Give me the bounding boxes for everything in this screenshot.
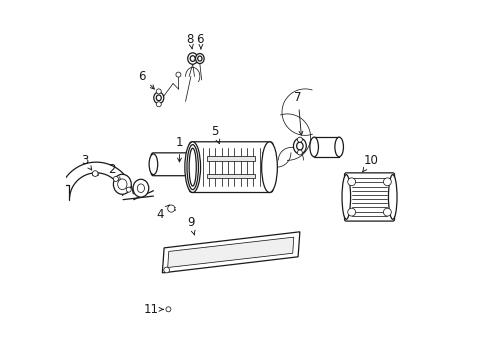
Ellipse shape [190,154,198,175]
Text: 6: 6 [196,33,203,46]
Circle shape [126,187,131,192]
Text: 6: 6 [138,70,154,89]
Ellipse shape [293,138,305,154]
Circle shape [383,208,390,216]
Ellipse shape [197,56,202,61]
Ellipse shape [113,174,131,194]
Text: 10: 10 [362,154,378,172]
Ellipse shape [261,142,277,193]
Ellipse shape [118,179,127,190]
Ellipse shape [195,54,203,64]
Ellipse shape [334,137,343,157]
Circle shape [383,178,390,186]
Ellipse shape [341,175,350,219]
FancyBboxPatch shape [189,142,272,193]
Polygon shape [162,232,299,273]
Bar [206,174,255,178]
Ellipse shape [156,95,161,101]
Circle shape [165,307,171,312]
Text: 1: 1 [175,136,183,162]
Text: 4: 4 [157,205,169,221]
Text: 5: 5 [211,125,219,144]
Text: 7: 7 [294,91,302,135]
Circle shape [113,176,118,181]
Circle shape [167,205,175,212]
Bar [313,137,339,157]
Circle shape [176,72,181,77]
Circle shape [297,150,302,155]
Ellipse shape [187,53,197,64]
Ellipse shape [387,175,396,219]
Circle shape [163,267,169,273]
Bar [206,156,255,161]
Polygon shape [167,237,293,267]
FancyBboxPatch shape [344,173,394,221]
Ellipse shape [309,137,318,157]
Circle shape [156,102,161,107]
Circle shape [297,137,302,142]
Ellipse shape [133,179,148,197]
Circle shape [347,208,355,216]
Text: 3: 3 [81,154,92,170]
Ellipse shape [153,92,163,104]
Ellipse shape [137,184,144,193]
Text: 8: 8 [186,33,194,46]
Ellipse shape [190,56,195,62]
Ellipse shape [184,142,200,193]
Ellipse shape [149,154,157,175]
Text: 2: 2 [108,163,121,181]
Ellipse shape [189,148,196,186]
Circle shape [347,178,355,186]
Circle shape [156,89,161,94]
Text: 11: 11 [143,303,159,316]
Circle shape [92,171,98,176]
Ellipse shape [186,145,198,190]
FancyBboxPatch shape [151,153,196,176]
Ellipse shape [296,142,303,150]
Text: 9: 9 [187,216,195,235]
